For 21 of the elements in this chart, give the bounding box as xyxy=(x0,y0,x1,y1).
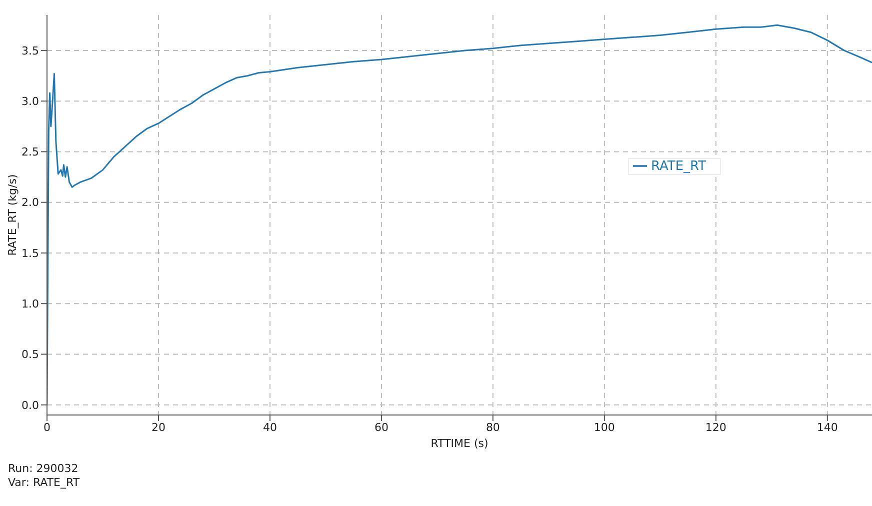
y-tick-label: 0.5 xyxy=(22,348,39,362)
y-tick-label: 3.0 xyxy=(22,94,39,108)
x-tick-label: 120 xyxy=(705,420,726,434)
legend-label: RATE_RT xyxy=(651,159,706,174)
x-axis-title: RTTIME (s) xyxy=(430,437,488,450)
x-tick-label: 20 xyxy=(151,420,166,434)
y-tick-label: 3.5 xyxy=(22,44,39,58)
y-tick-label: 0.0 xyxy=(22,398,39,412)
y-axis-title: RATE_RT (kg/s) xyxy=(6,174,19,256)
y-tick-label: 2.5 xyxy=(22,146,39,159)
x-tick-label: 80 xyxy=(486,420,500,434)
y-tick-label: 1.5 xyxy=(22,246,39,260)
x-tick-label: 140 xyxy=(816,420,838,434)
x-tick-label: 0 xyxy=(44,420,50,434)
x-tick-label: 40 xyxy=(262,420,277,434)
x-tick-label: 100 xyxy=(594,420,615,434)
text: Run: 290032 xyxy=(8,462,80,476)
y-tick-label: 2.0 xyxy=(22,196,39,210)
y-tick-label: 1.0 xyxy=(22,298,39,311)
x-tick-label: 60 xyxy=(374,420,388,434)
text: Var: RATE_RT xyxy=(8,476,81,490)
